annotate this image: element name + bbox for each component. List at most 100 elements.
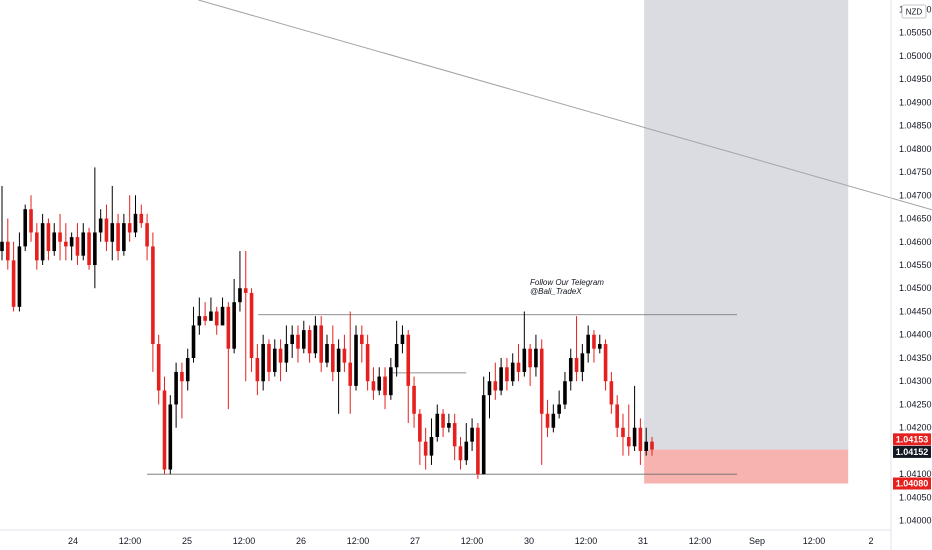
candle-body — [568, 357, 573, 382]
candle-body — [197, 316, 202, 326]
candle-body — [447, 423, 451, 428]
time-tick-label: 30 — [524, 536, 534, 546]
candles — [0, 167, 654, 479]
stop-price-tag-label: 1.04080 — [896, 479, 929, 489]
price-tick-label: 1.04500 — [899, 283, 932, 293]
candle-body — [452, 423, 457, 447]
candle-body — [6, 241, 10, 261]
candle-body — [156, 344, 161, 391]
candle-body — [603, 344, 608, 382]
price-tick-label: 1.04650 — [899, 214, 932, 224]
trade-zones — [644, 0, 849, 484]
current-price-tag-box — [893, 445, 931, 458]
price-tick-label: 1.04550 — [899, 260, 932, 270]
candle-body — [545, 413, 550, 428]
candle-body — [626, 437, 631, 447]
price-tick-label: 1.04850 — [899, 121, 932, 131]
candle-body — [476, 427, 480, 475]
candle-body — [29, 209, 33, 233]
candle-body — [586, 334, 590, 354]
time-tick-label: 12:00 — [575, 536, 598, 546]
candle-body — [400, 334, 405, 345]
candle-body — [243, 288, 248, 293]
candle-body — [354, 334, 358, 386]
candle-body — [23, 209, 28, 247]
candle-body — [510, 362, 515, 382]
candle-body — [487, 381, 492, 396]
candle-body — [563, 381, 567, 405]
candle-body — [377, 376, 382, 391]
time-tick-label: 12:00 — [347, 536, 370, 546]
time-tick-label: 31 — [638, 536, 648, 546]
time-tick-label: 12:00 — [689, 536, 712, 546]
candle-body — [423, 441, 428, 456]
price-tick-label: 1.04450 — [899, 306, 932, 316]
candle-body — [81, 232, 86, 256]
candle-body — [185, 357, 190, 382]
candle-body — [191, 325, 196, 358]
annotations: Follow Our Telegram @Bali_TradeX — [530, 278, 604, 296]
price-tags: 1.04153 1.04152 1.04080 — [893, 433, 931, 490]
candle-body — [278, 348, 283, 363]
candle-body — [632, 427, 637, 447]
price-tick-label: 1.04350 — [899, 353, 932, 363]
price-tick-label: 1.05000 — [899, 51, 932, 61]
candle-body — [122, 223, 126, 252]
price-tick-label: 1.04200 — [899, 423, 932, 433]
candle-body — [214, 311, 219, 326]
candle-body — [11, 260, 16, 307]
candle-body — [516, 362, 521, 372]
candle-body — [319, 325, 323, 363]
candle-body — [458, 446, 463, 461]
candle-body — [534, 348, 538, 368]
candle-body — [267, 344, 271, 372]
candle-body — [325, 344, 329, 363]
last-price-tag-label: 1.04153 — [896, 435, 929, 445]
time-tick-label: Sep — [749, 536, 765, 546]
drawn-lines — [147, 0, 932, 475]
candle-body — [360, 334, 364, 345]
candle-body — [470, 427, 474, 442]
annotation-telegram-line2: @Bali_TradeX — [530, 287, 582, 296]
candle-body — [35, 232, 39, 261]
price-tick-label: 1.04950 — [899, 74, 932, 84]
annotation-telegram-line1: Follow Our Telegram — [530, 278, 604, 287]
candle-body — [284, 344, 289, 363]
candle-body — [441, 413, 445, 428]
candle-body — [110, 223, 115, 242]
candle-body — [249, 292, 254, 358]
candle-body — [609, 381, 614, 405]
price-tick-label: 1.04750 — [899, 167, 932, 177]
time-tick-label: 26 — [296, 536, 306, 546]
candle-body — [348, 362, 353, 386]
candle-body — [342, 348, 347, 363]
candle-body — [574, 357, 579, 372]
candle-body — [87, 232, 91, 265]
candle-body — [162, 390, 167, 470]
candle-body — [180, 371, 184, 382]
candle-body — [429, 437, 434, 456]
candle-body — [383, 376, 387, 396]
currency-badge[interactable]: NZD — [901, 4, 927, 19]
candle-body — [209, 311, 213, 321]
time-axis[interactable]: 24 12:00 25 12:00 26 12:00 27 12:00 30 12:00 31 12:… — [68, 536, 874, 546]
candle-body — [389, 367, 393, 396]
candle-body — [493, 381, 498, 391]
candle-body — [539, 348, 544, 414]
price-tick-label: 1.04000 — [899, 516, 932, 526]
candle-body — [232, 302, 236, 349]
time-tick-label: 25 — [182, 536, 192, 546]
trendline — [198, 0, 932, 211]
candle-body — [435, 413, 440, 438]
candle-body — [301, 330, 306, 349]
candle-body — [145, 223, 149, 247]
candle-body — [52, 232, 57, 252]
candle-body — [133, 213, 138, 233]
candle-body — [46, 223, 51, 252]
candle-body — [412, 385, 416, 414]
currency-badge-label: NZD — [906, 8, 923, 17]
candle-body — [528, 348, 532, 368]
